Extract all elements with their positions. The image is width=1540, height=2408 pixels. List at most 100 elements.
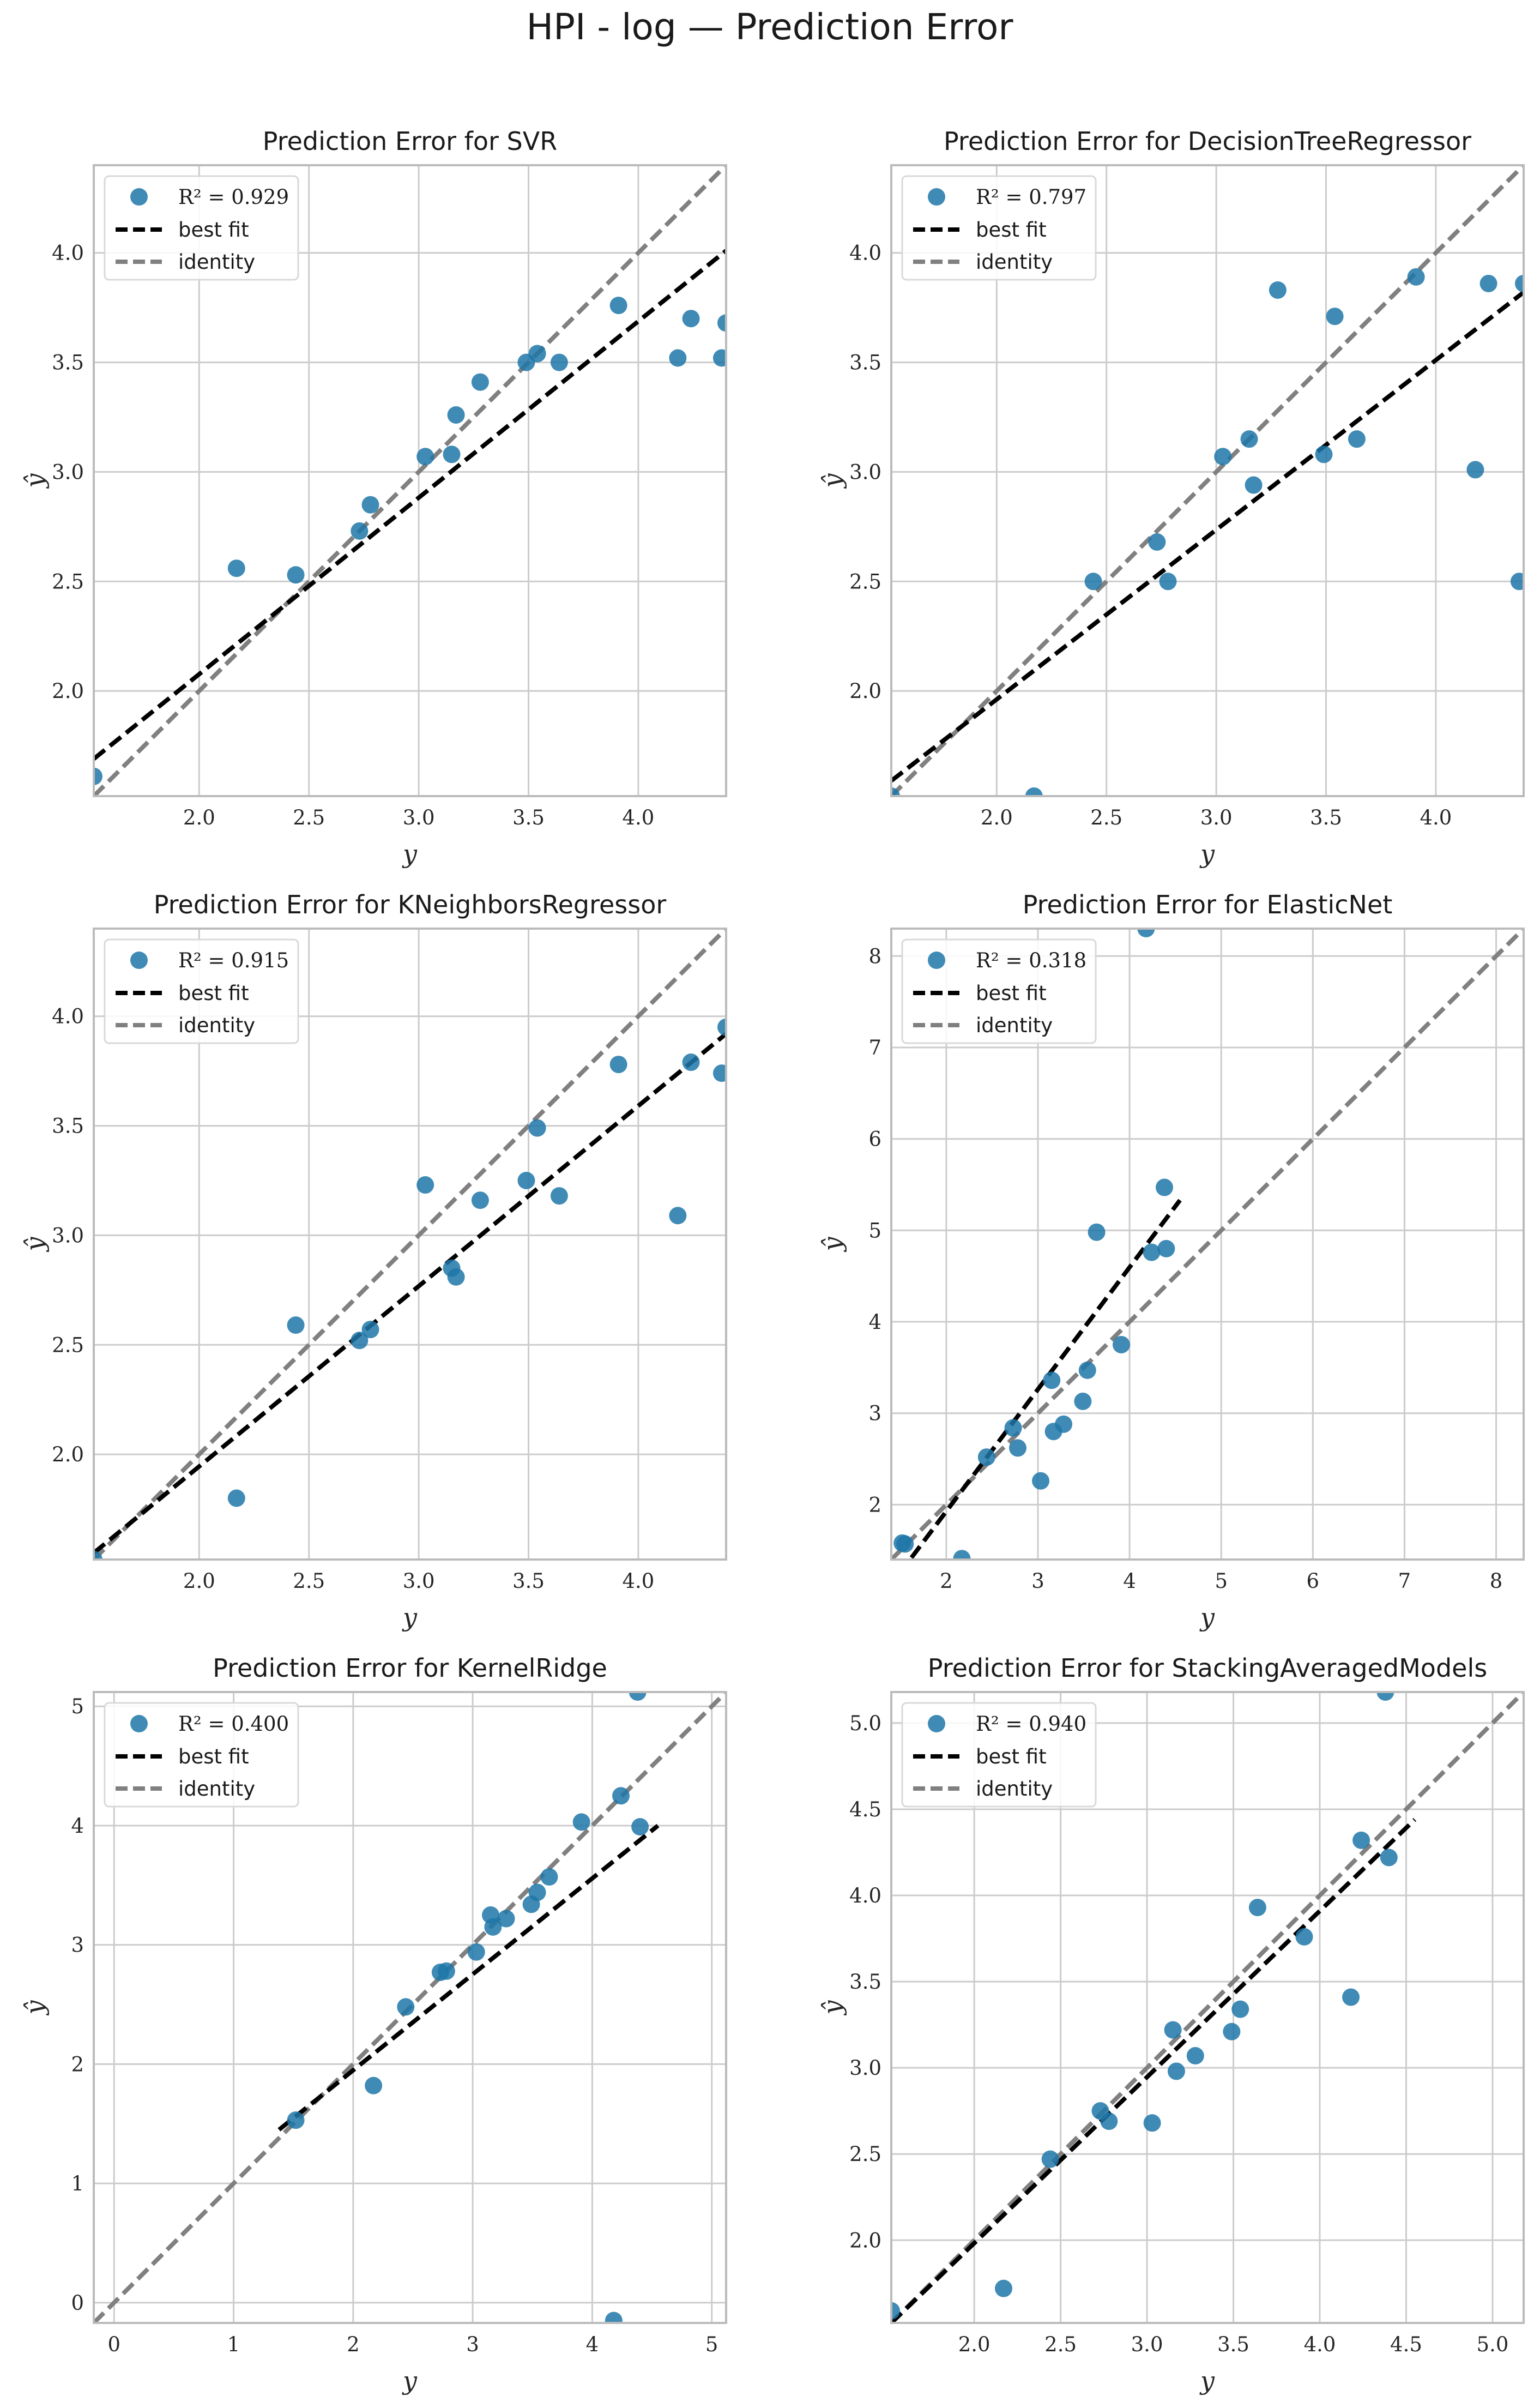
- data-point: [891, 2302, 900, 2320]
- y-tick-label: 2.0: [849, 2229, 881, 2252]
- y-tick-label: 2.5: [52, 570, 84, 593]
- data-point: [1248, 1899, 1266, 1917]
- data-point: [416, 1176, 434, 1194]
- y-axis-label: ŷ: [20, 1237, 50, 1253]
- x-tick-label: 4.0: [1420, 806, 1452, 829]
- identity-line: [891, 1692, 1524, 2323]
- y-tick-label: 3.0: [849, 460, 881, 484]
- data-point: [287, 1316, 305, 1334]
- y-axis-label: ŷ: [818, 2000, 847, 2016]
- subplot-title: Prediction Error for SVR: [263, 127, 557, 156]
- y-tick-label: 3.5: [849, 1970, 881, 1994]
- legend-box: [901, 1702, 1097, 1808]
- y-tick-label: 2.0: [849, 679, 881, 703]
- legend-identity-label: identity: [178, 1777, 255, 1801]
- data-point: [896, 1535, 914, 1553]
- legend-point-marker: [130, 952, 148, 969]
- x-tick-label: 2.0: [958, 2333, 991, 2356]
- data-point: [1295, 1928, 1313, 1946]
- data-point: [1041, 2150, 1059, 2168]
- x-tick-label: 5: [1215, 1569, 1228, 1593]
- legend-point-marker: [928, 1715, 945, 1732]
- legend-r2-label: R² = 0.915: [178, 949, 289, 972]
- data-point: [1376, 1692, 1394, 1701]
- legend-point-marker: [130, 1715, 148, 1732]
- data-point: [1240, 430, 1258, 448]
- x-tick-label: 5.0: [1477, 2333, 1509, 2356]
- data-point: [528, 1883, 546, 1901]
- legend-identity-label: identity: [976, 1777, 1053, 1801]
- legend-identity-label: identity: [178, 250, 255, 274]
- data-point: [669, 1207, 687, 1225]
- data-point: [1231, 2000, 1249, 2018]
- subplot-1: 2.0 2.5 3.0 3.5 4.0 2.0 2.5 3.0 3.5 4.0 Prediction…: [20, 127, 727, 869]
- y-axis-label: ŷ: [818, 473, 847, 489]
- data-point: [1137, 929, 1155, 937]
- data-point: [995, 2279, 1013, 2297]
- data-layer: [891, 929, 1524, 1560]
- data-point: [977, 1448, 995, 1466]
- data-layer: [94, 929, 726, 1560]
- legend-best-fit-label: best fit: [976, 982, 1047, 1005]
- data-point: [467, 1943, 485, 1961]
- data-point: [1112, 1335, 1130, 1353]
- x-tick-label: 2.0: [981, 806, 1013, 829]
- data-point: [361, 1321, 379, 1339]
- data-point: [227, 1489, 245, 1507]
- plot-frame: [890, 928, 1525, 1561]
- legend-box: [104, 1702, 299, 1808]
- y-tick-label: 4.0: [849, 1884, 881, 1907]
- legend-box: [901, 938, 1097, 1044]
- x-tick-label: 3.0: [1200, 806, 1233, 829]
- data-point: [416, 448, 434, 466]
- data-point: [540, 1868, 558, 1886]
- x-axis-label: y: [1199, 2366, 1215, 2395]
- data-point: [609, 297, 627, 315]
- identity-line: [94, 929, 726, 1560]
- x-tick-label: 2: [940, 1569, 953, 1593]
- data-point: [1155, 1178, 1173, 1196]
- data-point: [572, 1813, 590, 1831]
- y-tick-label: 5: [71, 1695, 84, 1718]
- y-tick-label: 4: [71, 1814, 84, 1838]
- legend-r2-label: R² = 0.797: [976, 185, 1086, 209]
- y-tick-label: 4.0: [52, 242, 84, 265]
- data-point: [682, 310, 700, 328]
- y-tick-label: 2.5: [849, 2142, 881, 2166]
- plot-frame: [890, 164, 1525, 797]
- data-point: [1186, 2047, 1204, 2065]
- data-point: [612, 1787, 630, 1805]
- y-tick-label: 4.0: [849, 242, 881, 265]
- y-tick-label: 3.5: [849, 351, 881, 375]
- x-tick-label: 4.0: [622, 1569, 654, 1593]
- data-point: [1157, 1239, 1175, 1257]
- data-point: [471, 1191, 489, 1209]
- y-tick-label: 4.5: [849, 1798, 881, 1821]
- legend-best-fit-label: best fit: [178, 218, 249, 242]
- legend-r2-label: R² = 0.929: [178, 185, 289, 209]
- data-point: [1009, 1439, 1026, 1457]
- data-point: [1074, 1392, 1092, 1410]
- subplot-title: Prediction Error for DecisionTreeRegress…: [944, 127, 1471, 156]
- plot-frame: [93, 1691, 727, 2324]
- legend-identity-label: identity: [178, 1014, 255, 1037]
- legend-point-marker: [928, 188, 945, 206]
- data-point: [717, 314, 726, 332]
- subplot-5: 0 1 2 3 4 5 0 1 2 3 4 5 Prediction Error for KernelR…: [20, 1653, 727, 2395]
- x-tick-label: 4: [586, 2333, 599, 2356]
- data-point: [227, 559, 245, 577]
- x-axis-label: y: [402, 1603, 418, 1632]
- y-tick-label: 6: [868, 1128, 881, 1151]
- subplot-title: Prediction Error for KNeighborsRegressor: [154, 890, 667, 919]
- x-tick-label: 7: [1398, 1569, 1411, 1593]
- y-tick-label: 2: [868, 1493, 881, 1516]
- legend-best-fit-label: best fit: [178, 982, 249, 1005]
- x-tick-label: 4.0: [622, 806, 654, 829]
- data-point: [287, 566, 305, 584]
- data-point: [1055, 1415, 1073, 1433]
- data-point: [712, 349, 726, 367]
- y-tick-label: 3.0: [849, 2056, 881, 2080]
- data-point: [361, 496, 379, 514]
- x-tick-label: 3.5: [1310, 806, 1342, 829]
